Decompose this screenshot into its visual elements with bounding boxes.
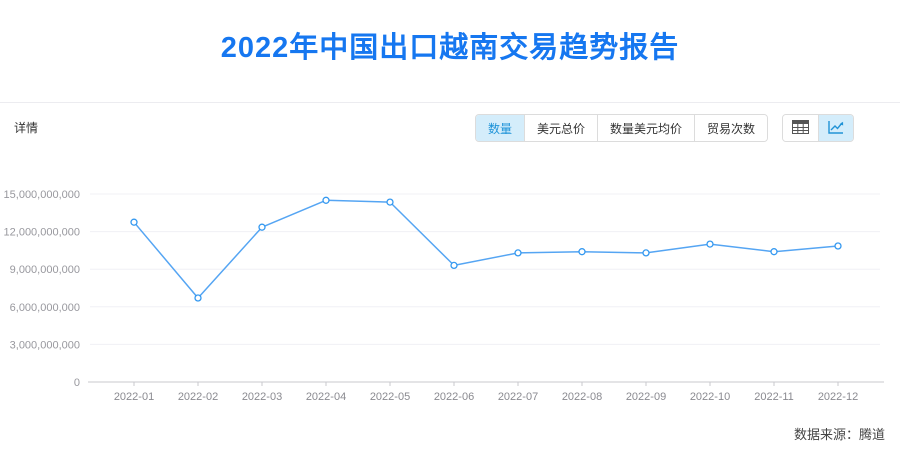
data-point[interactable] bbox=[834, 242, 842, 250]
data-point[interactable] bbox=[386, 198, 394, 206]
x-axis-tick-label: 2022-02 bbox=[178, 391, 218, 403]
trend-line-chart: 0 3,000,000,000 6,000,000,000 9,000,000,000… bbox=[0, 170, 900, 420]
tab-trade-count[interactable]: 贸易次数 bbox=[693, 115, 767, 141]
table-view-button[interactable] bbox=[783, 115, 818, 141]
tab-usd-total[interactable]: 美元总价 bbox=[523, 115, 597, 141]
tab-usd-average[interactable]: 数量美元均价 bbox=[596, 115, 694, 141]
data-point[interactable] bbox=[194, 294, 202, 302]
table-icon bbox=[792, 119, 809, 137]
x-axis-tick-label: 2022-09 bbox=[626, 391, 666, 403]
x-axis-tick-label: 2022-07 bbox=[498, 391, 538, 403]
x-axis-tick-label: 2022-10 bbox=[690, 391, 730, 403]
x-axis-tick-label: 2022-12 bbox=[818, 391, 858, 403]
x-axis-tick-label: 2022-04 bbox=[306, 391, 346, 403]
x-axis-tick-label: 2022-01 bbox=[114, 391, 154, 403]
data-point[interactable] bbox=[578, 248, 586, 256]
data-point[interactable] bbox=[642, 249, 650, 257]
tab-quantity[interactable]: 数量 bbox=[475, 115, 524, 141]
header-divider bbox=[0, 102, 900, 103]
y-axis-tick-label: 15,000,000,000 bbox=[4, 189, 80, 201]
y-axis-tick-label: 3,000,000,000 bbox=[10, 339, 80, 351]
y-axis-tick-label: 9,000,000,000 bbox=[10, 264, 80, 276]
data-point[interactable] bbox=[130, 218, 138, 226]
data-point[interactable] bbox=[770, 248, 778, 256]
x-axis-tick-label: 2022-08 bbox=[562, 391, 602, 403]
data-point[interactable] bbox=[706, 240, 714, 248]
data-point[interactable] bbox=[514, 249, 522, 257]
y-axis-tick-label: 0 bbox=[74, 377, 80, 389]
section-label: 详情 bbox=[14, 121, 39, 135]
x-axis-tick-label: 2022-11 bbox=[754, 391, 794, 403]
y-axis-tick-label: 6,000,000,000 bbox=[10, 302, 80, 314]
line-chart-icon bbox=[828, 120, 844, 137]
data-point[interactable] bbox=[258, 223, 266, 231]
data-point[interactable] bbox=[322, 196, 330, 204]
x-axis-tick-label: 2022-06 bbox=[434, 391, 474, 403]
metric-tab-group: 数量 美元总价 数量美元均价 贸易次数 bbox=[474, 114, 768, 142]
data-point[interactable] bbox=[450, 261, 458, 270]
y-axis-tick-label: 12,000,000,000 bbox=[4, 227, 80, 239]
series-line bbox=[133, 199, 839, 299]
chart-view-button[interactable] bbox=[818, 115, 853, 141]
x-axis-tick-label: 2022-05 bbox=[370, 391, 410, 403]
page-title: 2022年中国出口越南交易趋势报告 bbox=[220, 32, 680, 64]
chart-toolbar: 数量 美元总价 数量美元均价 贸易次数 bbox=[474, 114, 854, 142]
x-axis-tick-label: 2022-03 bbox=[242, 391, 282, 403]
line-chart-svg: 0 3,000,000,000 6,000,000,000 9,000,000,000… bbox=[4, 189, 884, 403]
data-source: 数据来源：腾道 bbox=[793, 427, 885, 442]
view-toggle-group bbox=[782, 114, 854, 142]
